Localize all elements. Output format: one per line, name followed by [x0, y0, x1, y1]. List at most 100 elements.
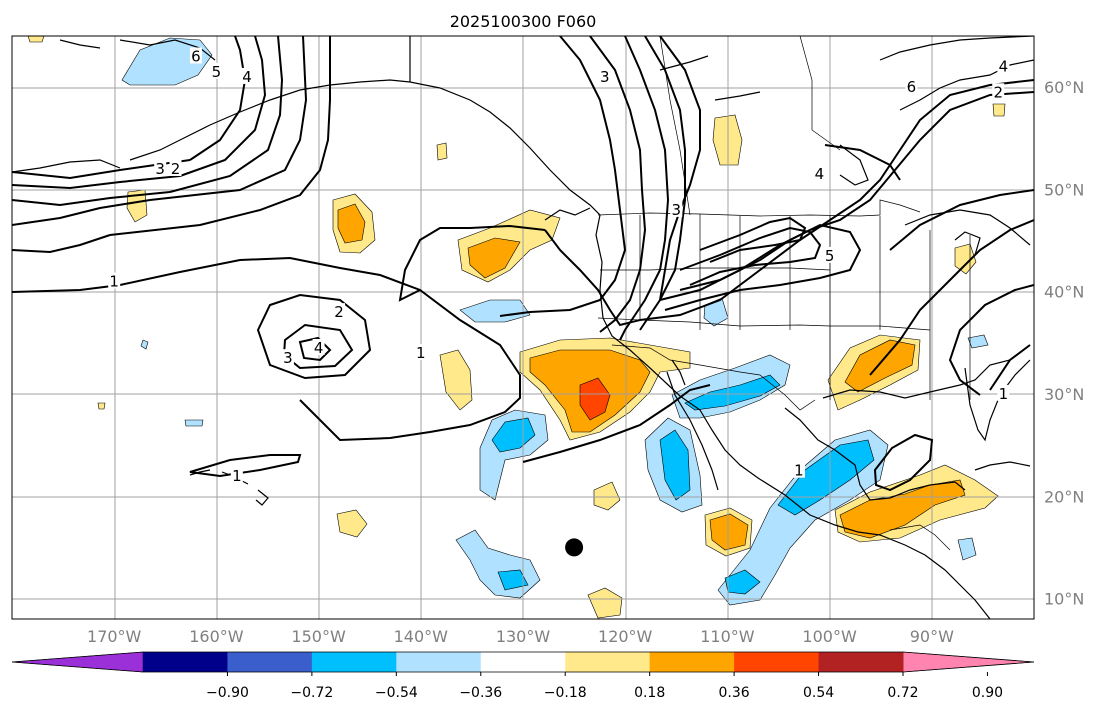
- colorbar-segment: [227, 652, 313, 672]
- contour-label-bg: [905, 78, 918, 95]
- contour-label: 3: [672, 201, 682, 219]
- coastlines: [12, 36, 1034, 619]
- anomaly-region: [954, 243, 977, 275]
- storm-marker: [565, 538, 584, 557]
- anomaly-region: [587, 587, 623, 619]
- anomaly-region: [709, 513, 749, 551]
- contour-label-bg: [312, 338, 325, 355]
- contour-label: 3: [283, 349, 293, 367]
- colorbar-outline: [11, 651, 1035, 673]
- figure-title: 2025100300 F060: [450, 12, 597, 31]
- lon-tick-label: 120°W: [598, 627, 653, 646]
- contour-label: 1: [794, 462, 804, 480]
- colorbar-tick-label: −0.18: [544, 685, 587, 701]
- contour-label-bg: [823, 246, 836, 263]
- contour-label: 1: [109, 272, 119, 290]
- colorbar-tick-label: 0.18: [634, 685, 665, 701]
- contour-label: 5: [212, 63, 222, 81]
- colorbar-segment: [480, 652, 566, 672]
- lat-tick-label: 40°N: [1044, 283, 1084, 302]
- anomaly-region: [957, 537, 977, 561]
- colorbar-extend-min: [11, 651, 144, 673]
- colorbar-segment: [311, 652, 397, 672]
- lon-tick-label: 90°W: [910, 627, 954, 646]
- contour-label-bg: [169, 159, 182, 176]
- contour-label: 4: [815, 165, 825, 183]
- contour-label-bg: [108, 272, 121, 289]
- lon-tick-label: 150°W: [291, 627, 346, 646]
- anomaly-region: [467, 237, 521, 279]
- anomaly-region: [337, 203, 366, 244]
- contour-label: 6: [191, 47, 201, 65]
- contour-label: 2: [334, 303, 344, 321]
- lat-tick-label: 50°N: [1044, 180, 1084, 199]
- contour-label-bg: [813, 165, 826, 182]
- anomaly-region: [684, 374, 781, 411]
- lon-tick-label: 160°W: [189, 627, 244, 646]
- colorbar-tick-label: 0.54: [803, 685, 834, 701]
- colorbar-ticks: −0.90 −0.72 −0.54 −0.36 −0.18 0.18 0.36 0.54 0.7…: [206, 672, 1003, 701]
- colorbar: [11, 651, 1035, 673]
- anomaly-region: [659, 429, 691, 501]
- contour-label-bg: [333, 303, 346, 320]
- contour-label-bg: [792, 461, 805, 478]
- contour-label-bg: [414, 344, 427, 361]
- colorbar-tick-label: −0.90: [206, 685, 249, 701]
- contour-label-bg: [210, 62, 223, 79]
- anomaly-region: [703, 297, 729, 327]
- anomaly-region: [992, 103, 1006, 117]
- anomaly-region: [336, 509, 368, 538]
- anomaly-region: [97, 402, 106, 410]
- colorbar-tick-label: 0.36: [719, 685, 750, 701]
- anomaly-region: [593, 481, 621, 511]
- colorbar-segment: [734, 652, 820, 672]
- lon-tick-label: 110°W: [700, 627, 755, 646]
- contour-label-bg: [598, 67, 611, 84]
- anomaly-region: [459, 299, 531, 323]
- contour-label: 3: [155, 160, 165, 178]
- map-frame: [11, 35, 1035, 620]
- anomaly-region: [497, 569, 529, 591]
- contour-label: 1: [999, 385, 1009, 403]
- contour-label-bg: [230, 466, 243, 483]
- anomaly-shading: [27, 36, 1006, 619]
- colorbar-tick-label: −0.36: [459, 685, 502, 701]
- anomaly-region: [579, 377, 611, 421]
- lat-tick-label: 60°N: [1044, 78, 1084, 97]
- colorbar-tick-label: 0.90: [972, 685, 1003, 701]
- contour-label: 6: [907, 78, 917, 96]
- contour-label-bg: [189, 47, 202, 64]
- anomaly-region: [27, 36, 45, 43]
- contour-label-bg: [997, 57, 1010, 74]
- anomaly-region: [439, 349, 473, 411]
- contour-label: 2: [171, 160, 181, 178]
- anomaly-region: [839, 479, 966, 539]
- lat-tick-label: 30°N: [1044, 385, 1084, 404]
- contour-label: 3: [600, 68, 610, 86]
- longitude-labels: 170°W 160°W 150°W 140°W 130°W 120°W 110°W 100°W…: [87, 627, 954, 646]
- lat-tick-label: 10°N: [1044, 590, 1084, 609]
- colorbar-segment: [565, 652, 651, 672]
- colorbar-segment: [143, 652, 228, 672]
- contour-label: 4: [999, 58, 1009, 76]
- lon-tick-label: 100°W: [802, 627, 857, 646]
- anomaly-region: [844, 339, 916, 393]
- contour-label: 4: [242, 68, 252, 86]
- contour-label: 1: [416, 344, 426, 362]
- contour-label: 5: [825, 247, 835, 265]
- lon-tick-label: 170°W: [87, 627, 142, 646]
- latitude-labels: 10°N 20°N 30°N 40°N 50°N 60°N: [1044, 78, 1084, 608]
- contour-lines: [12, 36, 1034, 492]
- contour-label-bg: [670, 200, 683, 217]
- anomaly-region: [436, 142, 448, 161]
- colorbar-segment: [396, 652, 482, 672]
- colorbar-tick-label: −0.72: [290, 685, 333, 701]
- colorbar-segment: [818, 652, 904, 672]
- contour-label-bg: [997, 384, 1010, 401]
- anomaly-region: [967, 334, 989, 349]
- colorbar-tick-label: −0.54: [375, 685, 418, 701]
- anomaly-region: [184, 419, 204, 427]
